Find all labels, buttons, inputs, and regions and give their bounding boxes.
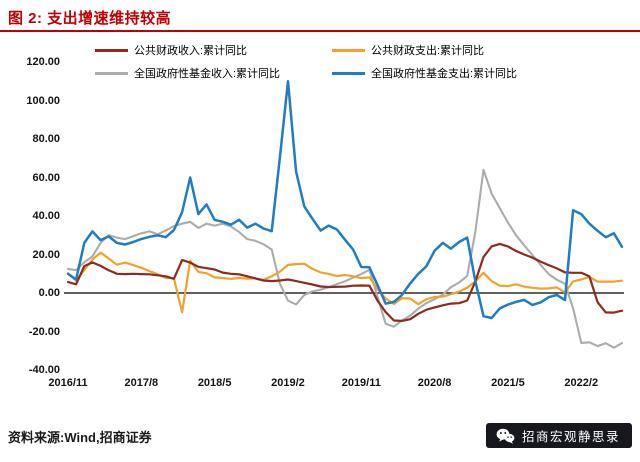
y-axis-label: 80.00: [32, 133, 60, 145]
x-axis-label: 2020/8: [417, 377, 452, 389]
x-axis-label: 2016/11: [48, 377, 88, 389]
legend-label-public-revenue: 公共财政收入:累计同比: [134, 45, 248, 57]
series-line-0: [66, 242, 624, 322]
legend-label-fund-expenditure: 全国政府性基金支出:累计同比: [371, 68, 518, 80]
x-axis-label: 2021/5: [491, 377, 525, 389]
legend-swatch-public-revenue: [95, 48, 128, 52]
y-axis-label: 100.00: [26, 94, 60, 107]
y-axis-label: -20.00: [28, 325, 60, 338]
y-axis-label: 20.00: [32, 248, 60, 261]
legend-label-public-expenditure: 公共财政支出:累计同比: [371, 45, 485, 57]
legend-item-public-revenue: 公共财政收入:累计同比: [95, 40, 332, 60]
y-axis-label: 120.00: [26, 56, 60, 68]
series-line-2: [66, 168, 624, 349]
legend-item-public-expenditure: 公共财政支出:累计同比: [332, 40, 569, 60]
legend-swatch-fund-revenue: [95, 71, 128, 75]
source-note: 资料来源:Wind,招商证券: [8, 430, 152, 445]
chart-legend: 公共财政收入:累计同比 公共财政支出:累计同比 全国政府性基金收入:累计同比 全…: [95, 40, 569, 83]
y-axis-label: -40.00: [28, 364, 60, 376]
legend-item-fund-expenditure: 全国政府性基金支出:累计同比: [332, 63, 569, 83]
series-line-3: [66, 80, 624, 320]
x-axis-label: 2017/8: [124, 377, 159, 389]
y-axis-label: 60.00: [32, 171, 60, 184]
series-line-1: [66, 251, 624, 314]
figure-title: 图 2: 支出增速维持较高: [8, 10, 172, 27]
x-axis-label: 2019/2: [271, 377, 305, 389]
x-axis-label: 2019/11: [341, 377, 381, 389]
wechat-icon: [496, 428, 515, 444]
y-axis-label: 0.00: [38, 287, 60, 299]
title-underline: [0, 30, 640, 32]
badge-text: 招商宏观静思录: [521, 430, 620, 444]
x-axis-label: 2022/2: [564, 377, 599, 389]
legend-swatch-fund-expenditure: [332, 71, 365, 75]
y-axis-label: 40.00: [32, 210, 60, 222]
legend-label-fund-revenue: 全国政府性基金收入:累计同比: [134, 68, 281, 80]
legend-swatch-public-expenditure: [332, 48, 365, 52]
legend-item-fund-revenue: 全国政府性基金收入:累计同比: [95, 63, 332, 83]
brand-badge: 招商宏观静思录: [485, 423, 632, 448]
x-axis-label: 2018/5: [197, 377, 232, 389]
